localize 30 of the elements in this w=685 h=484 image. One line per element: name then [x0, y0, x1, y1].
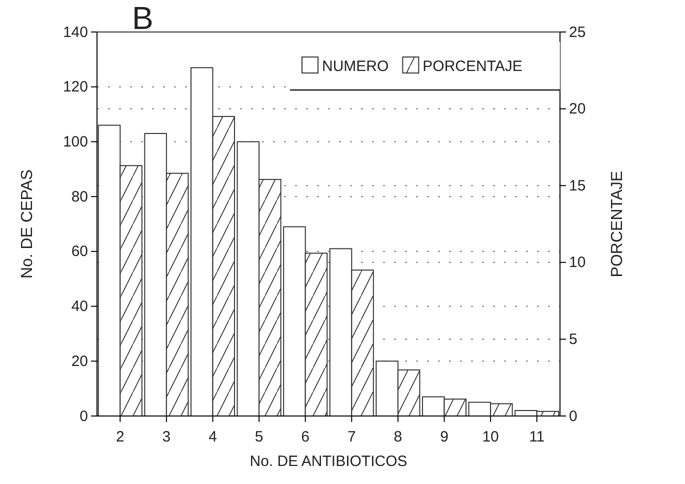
x-tick-label: 4 [208, 428, 217, 446]
legend-label: PORCENTAJE [422, 58, 522, 75]
x-tick-label: 2 [116, 428, 124, 446]
y-tick-label: 0 [80, 408, 88, 425]
x-tick-label: 6 [301, 428, 310, 446]
x-tick-label: 11 [529, 428, 545, 446]
y2-tick-label: 15 [569, 177, 586, 194]
x-tick-label: 9 [440, 428, 448, 446]
x-tick-label: 7 [347, 428, 356, 446]
chart-title: B [132, 0, 154, 36]
legend-label: NUMERO [322, 58, 389, 75]
y-tick-label: 20 [71, 352, 88, 370]
y2-tick-label: 5 [569, 331, 578, 348]
y-axis-title: No. DE CEPAS [19, 169, 36, 279]
y2-tick-label: 10 [569, 254, 586, 272]
y-tick-label: 80 [71, 188, 88, 206]
y2-axis-title: PORCENTAJE [609, 170, 626, 278]
y-tick-label: 140 [62, 24, 88, 41]
y2-tick-label: 25 [569, 24, 586, 41]
x-axis-title: No. DE ANTIBIOTICOS [250, 453, 408, 470]
y-tick-label: 40 [71, 298, 88, 316]
x-tick-label: 8 [394, 428, 402, 446]
x-tick-label: 5 [254, 428, 264, 446]
y-tick-label: 100 [62, 134, 88, 151]
y2-tick-label: 0 [569, 408, 578, 425]
x-tick-label: 3 [162, 428, 171, 446]
y-tick-label: 120 [62, 78, 88, 96]
y-tick-label: 60 [71, 243, 88, 260]
x-tick-label: 10 [482, 428, 499, 446]
y2-tick-label: 20 [569, 100, 586, 118]
